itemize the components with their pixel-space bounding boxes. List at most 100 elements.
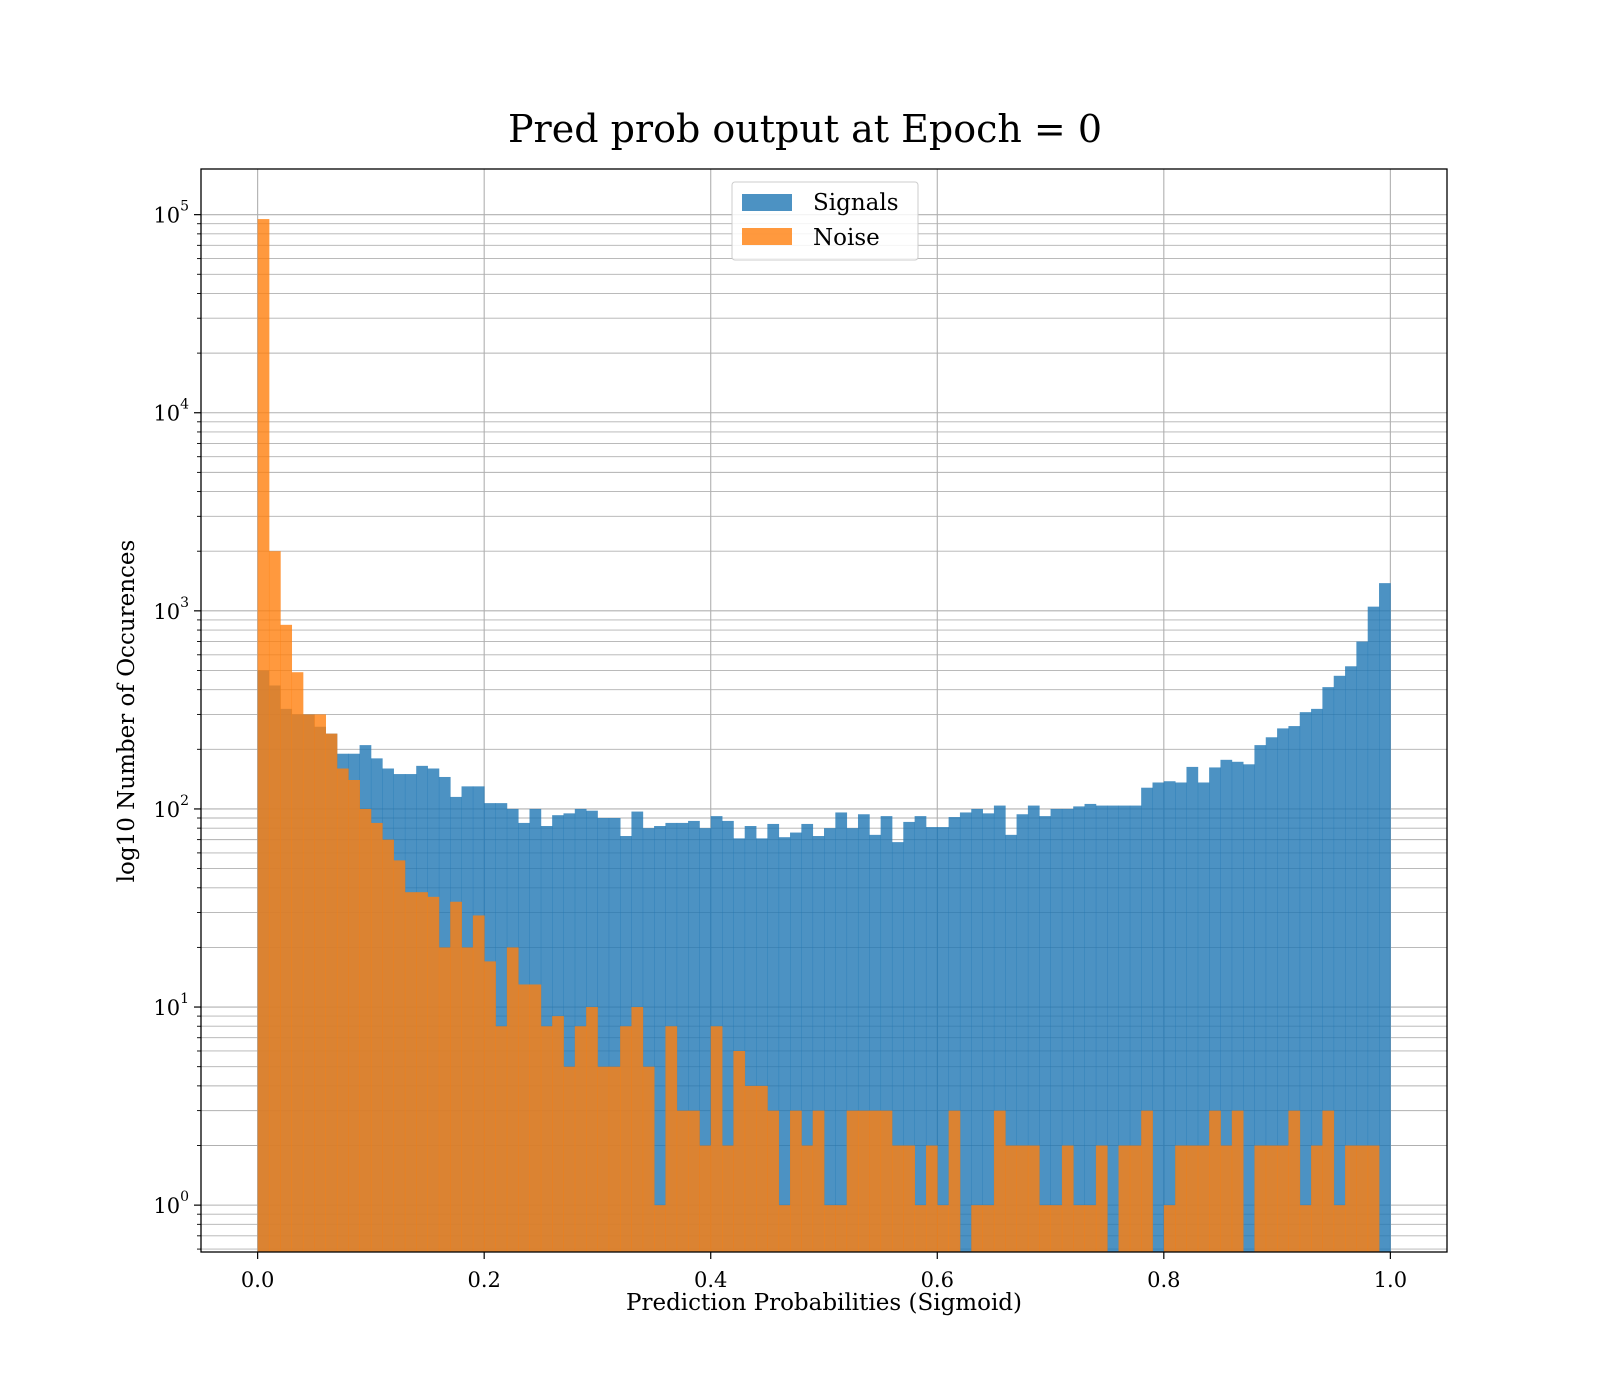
bar-noise bbox=[393, 860, 406, 1252]
bar-signals bbox=[1220, 759, 1233, 1252]
bar-signals bbox=[1129, 805, 1142, 1252]
bar-noise bbox=[1073, 1205, 1085, 1252]
bar-noise bbox=[1118, 1145, 1131, 1252]
bar-signals bbox=[1356, 641, 1369, 1252]
bar-noise bbox=[370, 822, 383, 1252]
bar-noise bbox=[359, 808, 372, 1252]
bar-signals bbox=[1333, 675, 1346, 1252]
bar-signals bbox=[1243, 764, 1255, 1252]
bar-signals bbox=[824, 828, 836, 1252]
bar-noise bbox=[404, 892, 417, 1252]
bar-signals bbox=[903, 821, 916, 1252]
x-axis-label: Prediction Probabilities (Sigmoid) bbox=[626, 1290, 1022, 1316]
y-tick-exponent: 2 bbox=[180, 793, 189, 809]
bar-signals bbox=[1027, 805, 1040, 1252]
x-tick-label: 0.0 bbox=[241, 1268, 274, 1292]
histogram-bars bbox=[257, 219, 1391, 1252]
bar-noise bbox=[291, 672, 304, 1252]
bar-signals bbox=[948, 817, 961, 1252]
bar-noise bbox=[665, 1026, 678, 1252]
bar-noise bbox=[518, 984, 530, 1252]
bar-signals bbox=[1265, 737, 1278, 1252]
series-noise bbox=[257, 219, 1380, 1252]
bar-noise bbox=[484, 961, 496, 1252]
bar-noise bbox=[1345, 1145, 1357, 1252]
bar-noise bbox=[336, 768, 349, 1252]
legend-swatch-signals bbox=[742, 194, 792, 211]
y-tick-base: 10 bbox=[153, 996, 180, 1020]
bar-signals bbox=[733, 838, 746, 1252]
bar-signals bbox=[1107, 805, 1119, 1252]
bar-signals bbox=[835, 812, 848, 1252]
bar-noise bbox=[1322, 1110, 1335, 1252]
bar-noise bbox=[1265, 1145, 1278, 1252]
bar-noise bbox=[1061, 1145, 1074, 1252]
y-tick-exponent: 3 bbox=[180, 595, 189, 611]
bar-noise bbox=[993, 1110, 1006, 1252]
bar-signals bbox=[1039, 816, 1051, 1252]
bar-signals bbox=[654, 826, 666, 1252]
x-tick-label: 0.6 bbox=[921, 1268, 954, 1292]
bar-signals bbox=[857, 814, 870, 1252]
y-tick-label: 104 bbox=[153, 397, 189, 426]
bar-noise bbox=[688, 1110, 700, 1252]
bar-signals bbox=[1050, 808, 1063, 1252]
bar-noise bbox=[1311, 1145, 1323, 1252]
bar-signals bbox=[914, 816, 927, 1252]
bar-noise bbox=[1005, 1145, 1017, 1252]
bar-noise bbox=[676, 1110, 689, 1252]
bar-noise bbox=[314, 714, 326, 1252]
x-tick-label: 1.0 bbox=[1374, 1268, 1407, 1292]
y-tick-label: 100 bbox=[153, 1189, 189, 1218]
bar-signals bbox=[959, 812, 972, 1252]
bar-noise bbox=[914, 1205, 927, 1252]
bar-noise bbox=[574, 1026, 587, 1252]
bar-noise bbox=[1039, 1205, 1051, 1252]
y-tick-label: 101 bbox=[153, 991, 189, 1020]
bar-signals bbox=[1197, 782, 1210, 1252]
bar-noise bbox=[756, 1085, 768, 1252]
bar-signals bbox=[1016, 814, 1029, 1252]
bar-signals bbox=[597, 818, 610, 1252]
bar-noise bbox=[699, 1145, 712, 1252]
bar-noise bbox=[540, 1026, 553, 1252]
bar-noise bbox=[857, 1110, 870, 1252]
bar-noise bbox=[552, 1016, 564, 1252]
bar-noise bbox=[1333, 1205, 1346, 1252]
bar-noise bbox=[382, 839, 394, 1252]
bar-noise bbox=[416, 892, 428, 1252]
bar-noise bbox=[1175, 1145, 1187, 1252]
y-axis-label: log10 Number of Occurences bbox=[114, 540, 140, 883]
bar-noise bbox=[461, 947, 474, 1252]
bar-noise bbox=[1027, 1145, 1040, 1252]
bar-noise bbox=[597, 1066, 610, 1252]
bar-signals bbox=[563, 813, 576, 1252]
bar-signals bbox=[1152, 782, 1165, 1252]
bar-signals bbox=[801, 823, 814, 1252]
bar-signals bbox=[756, 838, 768, 1252]
bar-noise bbox=[1163, 1205, 1176, 1252]
legend-swatch-noise bbox=[742, 228, 792, 245]
bar-noise bbox=[427, 896, 440, 1252]
bar-noise bbox=[1220, 1145, 1233, 1252]
bar-signals bbox=[676, 822, 689, 1252]
bar-signals bbox=[1345, 666, 1357, 1252]
bar-noise bbox=[1186, 1145, 1199, 1252]
bar-noise bbox=[778, 1205, 791, 1252]
bar-noise bbox=[268, 551, 281, 1252]
bar-signals bbox=[1118, 805, 1131, 1252]
plot-frame bbox=[200, 168, 1448, 1253]
bar-signals bbox=[925, 827, 938, 1252]
bar-signals bbox=[1005, 834, 1017, 1252]
bar-noise bbox=[348, 779, 360, 1252]
bar-signals bbox=[880, 816, 893, 1252]
bar-signals bbox=[608, 818, 621, 1252]
bar-signals bbox=[1141, 787, 1153, 1252]
bar-noise bbox=[450, 901, 462, 1252]
bar-signals bbox=[699, 828, 712, 1252]
bar-signals bbox=[971, 808, 983, 1252]
bar-noise bbox=[733, 1050, 746, 1252]
bar-noise bbox=[846, 1110, 859, 1252]
bar-noise bbox=[1129, 1145, 1142, 1252]
